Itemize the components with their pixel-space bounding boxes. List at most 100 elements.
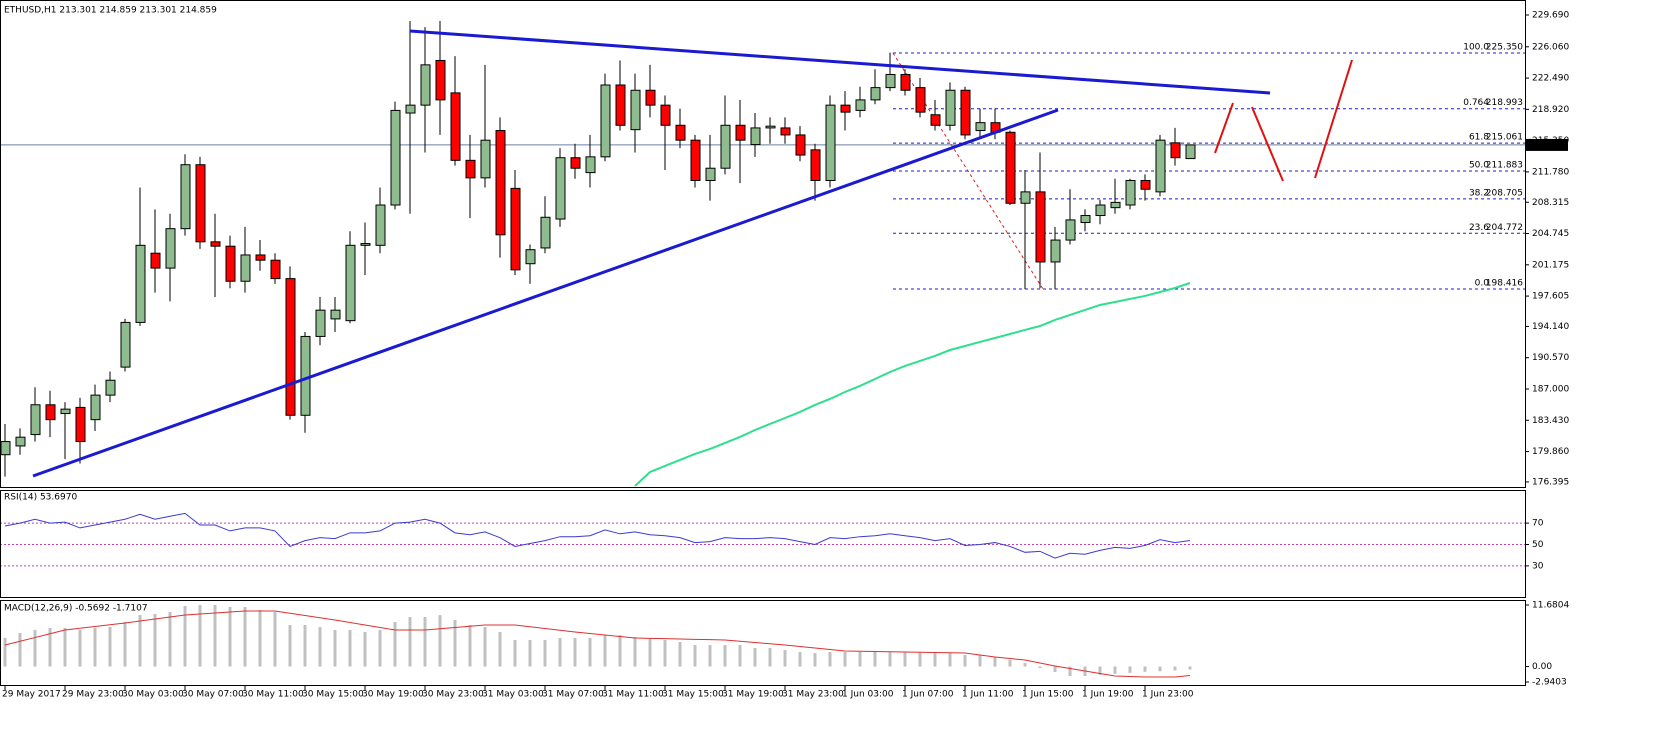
y-tick-label: 201.175 xyxy=(1532,260,1569,270)
candle-body xyxy=(315,309,326,337)
macd-bar xyxy=(753,648,757,667)
macd-bar xyxy=(438,615,442,667)
candle-body xyxy=(675,124,686,141)
macd-bar xyxy=(393,622,397,667)
macd-bar xyxy=(648,638,652,667)
candle-body xyxy=(1065,219,1076,241)
macd-bar xyxy=(633,637,637,667)
macd-bar xyxy=(1158,666,1162,672)
y-tick-label: 190.570 xyxy=(1532,353,1569,363)
macd-bar xyxy=(918,652,922,667)
x-tick-label: 1 Jun 23:00 xyxy=(1142,690,1194,700)
macd-bar xyxy=(318,627,322,667)
candle-body xyxy=(765,125,776,129)
macd-title: MACD(12,26,9) -0.5692 -1.7107 xyxy=(4,604,148,614)
y-tick-label: -2.9403 xyxy=(1532,678,1567,688)
candle-body xyxy=(450,92,461,161)
macd-bar xyxy=(888,652,892,667)
candle-body xyxy=(150,252,161,269)
macd-bar xyxy=(993,657,997,667)
candle-body xyxy=(210,241,221,247)
current-price-label: 214.859 xyxy=(1529,140,1566,150)
x-tick-label: 30 May 23:00 xyxy=(422,690,484,700)
macd-bar xyxy=(1038,666,1042,668)
candle-body xyxy=(555,157,566,220)
plot-layers: 229.690226.060222.490218.920215.350211.7… xyxy=(0,10,1569,700)
candle-body xyxy=(870,87,881,101)
macd-bar xyxy=(228,607,232,667)
macd-bar xyxy=(33,630,37,667)
candle-body xyxy=(240,254,251,282)
resistance-trendline xyxy=(409,29,1271,95)
candle-body xyxy=(660,104,671,126)
candle-body xyxy=(495,130,506,236)
candle-body xyxy=(135,244,146,323)
candle-body xyxy=(225,245,236,282)
macd-bar xyxy=(1113,666,1117,674)
candle-body xyxy=(360,243,371,246)
candle-body xyxy=(900,73,911,91)
candle-body xyxy=(285,278,296,416)
macd-bar xyxy=(558,638,562,667)
macd-bar xyxy=(363,632,367,667)
candle-body xyxy=(975,122,986,132)
x-tick-label: 1 Jun 07:00 xyxy=(902,690,954,700)
candle-body xyxy=(45,404,56,421)
candle-body xyxy=(615,84,626,126)
macd-bar xyxy=(798,652,802,667)
candle-body xyxy=(795,134,806,156)
macd-bar xyxy=(108,627,112,667)
macd-bar xyxy=(1068,666,1072,676)
fib-name: 0.0 xyxy=(1475,278,1490,288)
macd-bar xyxy=(858,652,862,667)
macd-bar xyxy=(48,628,52,667)
macd-bar xyxy=(423,617,427,667)
y-tick-label: 194.140 xyxy=(1532,322,1569,332)
macd-bar xyxy=(948,653,952,667)
x-tick-label: 31 May 03:00 xyxy=(482,690,544,700)
macd-bar xyxy=(603,635,607,667)
price-title: ETHUSD,H1 213.301 214.859 213.301 214.85… xyxy=(4,6,217,16)
x-tick-label: 30 May 11:00 xyxy=(242,690,304,700)
fib-name: 0.764 xyxy=(1463,98,1489,108)
macd-bar xyxy=(168,612,172,667)
macd-bar xyxy=(708,645,712,667)
macd-bar xyxy=(1143,666,1147,672)
macd-bar xyxy=(978,655,982,667)
macd-bar xyxy=(618,635,622,667)
x-tick-label: 1 Jun 03:00 xyxy=(842,690,894,700)
current-price-box xyxy=(1526,138,1568,151)
projection-arrow xyxy=(1314,59,1353,179)
candle-body xyxy=(120,321,131,368)
macd-bar xyxy=(783,650,787,667)
candle-body xyxy=(330,309,341,320)
y-tick-label: 208.315 xyxy=(1532,198,1569,208)
macd-bar xyxy=(1053,666,1057,672)
macd-bar xyxy=(468,625,472,667)
candle-body xyxy=(1020,191,1031,204)
candle-body xyxy=(300,335,311,416)
y-tick-label: 218.920 xyxy=(1532,105,1569,115)
candle-body xyxy=(345,244,356,322)
macd-bar xyxy=(588,638,592,667)
candle-body xyxy=(945,89,956,126)
candle-body xyxy=(435,59,446,101)
candle-body xyxy=(105,379,116,396)
macd-bar xyxy=(63,628,67,667)
macd-bar xyxy=(213,605,217,667)
y-tick-label: 30 xyxy=(1532,561,1544,571)
macd-bar xyxy=(813,653,817,667)
candle-body xyxy=(60,408,71,415)
macd-bar xyxy=(183,606,187,667)
candle-body xyxy=(1125,179,1136,206)
candle-body xyxy=(510,187,521,271)
fib-price: 215.061 xyxy=(1486,133,1523,143)
x-tick-label: 30 May 15:00 xyxy=(302,690,364,700)
candle-body xyxy=(255,254,266,261)
candle-body xyxy=(720,124,731,169)
fib-price: 208.705 xyxy=(1486,188,1523,198)
macd-bar xyxy=(453,620,457,667)
macd-bar xyxy=(903,652,907,667)
fib-anchor-line xyxy=(892,52,1044,290)
macd-bar xyxy=(1128,666,1132,673)
